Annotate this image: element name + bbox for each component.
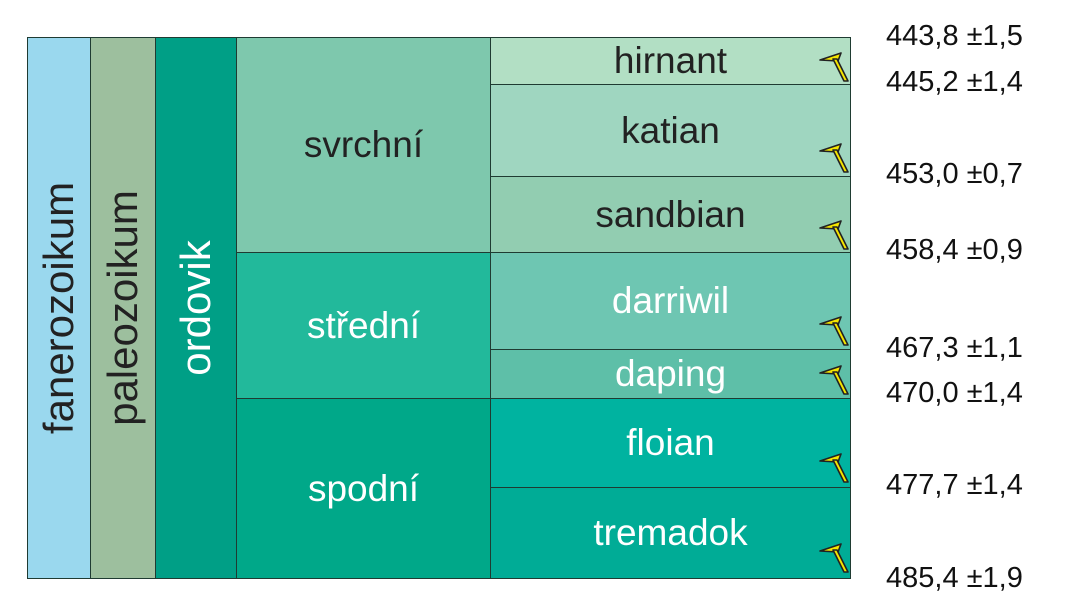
golden-spike-icon xyxy=(819,220,849,250)
age-label: 467,3 ±1,1 xyxy=(886,332,1023,364)
stage-darriwil-label: darriwil xyxy=(611,280,730,321)
age-label: 453,0 ±0,7 xyxy=(886,158,1023,190)
epoch-lower: spodní xyxy=(236,398,491,579)
stage-katian: katian xyxy=(490,84,851,177)
stage-floian: floian xyxy=(490,398,851,488)
golden-spike-icon xyxy=(819,316,849,346)
age-label: 485,4 ±1,9 xyxy=(886,562,1023,594)
epoch-lower-label: spodní xyxy=(307,467,420,509)
era-label: paleozoikum xyxy=(99,190,146,426)
stage-daping: daping xyxy=(490,349,851,399)
golden-spike-icon xyxy=(819,143,849,173)
stage-hirnant: hirnant xyxy=(490,37,851,85)
age-label: 458,4 ±0,9 xyxy=(886,234,1023,266)
epoch-middle: střední xyxy=(236,252,491,399)
golden-spike-icon xyxy=(819,453,849,483)
epoch-middle-label: střední xyxy=(306,304,421,346)
stage-daping-label: daping xyxy=(614,353,727,394)
age-label: 470,0 ±1,4 xyxy=(886,377,1023,409)
eon-column: fanerozoikum xyxy=(27,37,91,579)
stage-tremadok-label: tremadok xyxy=(593,512,748,553)
stage-darriwil: darriwil xyxy=(490,252,851,350)
era-column: paleozoikum xyxy=(90,37,156,579)
age-label: 477,7 ±1,4 xyxy=(886,469,1023,501)
age-label: 443,8 ±1,5 xyxy=(886,20,1023,52)
stage-floian-label: floian xyxy=(626,422,715,463)
golden-spike-icon xyxy=(819,543,849,573)
age-label: 445,2 ±1,4 xyxy=(886,66,1023,98)
golden-spike-icon xyxy=(819,365,849,395)
stage-sandbian-label: sandbian xyxy=(595,193,746,235)
stage-katian-label: katian xyxy=(621,109,720,151)
stage-hirnant-label: hirnant xyxy=(613,40,728,81)
period-label: ordovik xyxy=(172,240,219,376)
epoch-upper: svrchní xyxy=(236,37,491,253)
stage-tremadok: tremadok xyxy=(490,487,851,579)
stage-sandbian: sandbian xyxy=(490,176,851,253)
golden-spike-icon xyxy=(819,52,849,82)
eon-label: fanerozoikum xyxy=(35,181,82,435)
epoch-upper-label: svrchní xyxy=(303,124,424,165)
period-column: ordovik xyxy=(155,37,237,579)
